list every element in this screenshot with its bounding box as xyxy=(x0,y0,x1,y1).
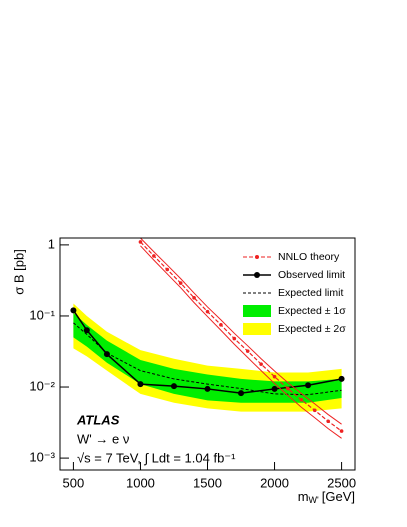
legend-swatch xyxy=(254,272,260,278)
theory-point xyxy=(178,281,183,285)
x-tick-label: 1000 xyxy=(126,475,155,490)
annotation: √s = 7 TeV, ∫ Ldt = 1.04 fb⁻¹ xyxy=(77,450,236,465)
theory-point xyxy=(326,419,330,424)
theory-upper xyxy=(140,238,342,425)
legend: NNLO theory Observed limit Expected limit E… xyxy=(243,251,346,335)
theory-point xyxy=(286,386,290,391)
theory-point xyxy=(299,398,304,402)
x-label-sub: W' xyxy=(309,495,319,505)
lines xyxy=(70,238,345,439)
axes: 500 1000 1500 2000 2500 10⁻³ 10⁻² 10⁻¹ 1 xyxy=(29,236,356,490)
series-line xyxy=(73,322,342,396)
band xyxy=(73,313,342,403)
point xyxy=(204,385,211,392)
y-axis-label: σ B [pb] xyxy=(11,249,26,295)
x-tick-label: 1500 xyxy=(193,475,222,490)
x-tick-label: 500 xyxy=(63,475,85,490)
theory-point xyxy=(219,323,223,327)
x-tick-label: 2500 xyxy=(327,475,356,490)
legend-swatch xyxy=(243,305,271,317)
legend-label: Expected ± 2σ xyxy=(278,323,346,335)
theory-point xyxy=(138,240,143,244)
y-tick-label: 10⁻¹ xyxy=(29,307,55,322)
point xyxy=(271,385,278,392)
theory-point xyxy=(152,254,156,258)
theory-point xyxy=(245,349,250,353)
theory-point xyxy=(259,362,263,366)
annotation: ATLAS xyxy=(76,412,120,427)
point xyxy=(83,327,90,334)
x-label-m: m xyxy=(298,489,309,504)
theory-line xyxy=(140,241,342,432)
theory-point xyxy=(192,296,196,300)
legend-swatch xyxy=(243,323,271,335)
y-tick-label: 1 xyxy=(48,236,55,251)
theory-point xyxy=(312,408,317,413)
theory-point xyxy=(205,309,210,314)
theory-point xyxy=(339,429,344,433)
legend-swatch xyxy=(255,255,259,259)
y-tick-label: 10⁻³ xyxy=(29,450,55,465)
point xyxy=(338,375,345,382)
x-axis-label: mW' [GeV] xyxy=(298,489,355,505)
point xyxy=(238,390,245,397)
x-label-unit: [GeV] xyxy=(322,489,355,504)
theory-lower xyxy=(140,245,342,439)
annotation: W' → e ν xyxy=(77,431,129,446)
legend-label: Observed limit xyxy=(278,269,345,281)
y-tick-label: 10⁻² xyxy=(29,378,55,393)
theory-point xyxy=(232,336,237,341)
point xyxy=(137,381,144,388)
theory-point xyxy=(272,374,277,379)
theory-point xyxy=(165,267,170,272)
series-line xyxy=(72,309,342,394)
legend-label: Expected ± 1σ xyxy=(278,305,346,317)
point xyxy=(103,351,110,358)
legend-label: NNLO theory xyxy=(278,251,340,263)
point xyxy=(305,382,312,389)
point xyxy=(70,307,77,314)
point xyxy=(170,383,177,390)
legend-label: Expected limit xyxy=(278,287,343,299)
x-tick-label: 2000 xyxy=(260,475,289,490)
